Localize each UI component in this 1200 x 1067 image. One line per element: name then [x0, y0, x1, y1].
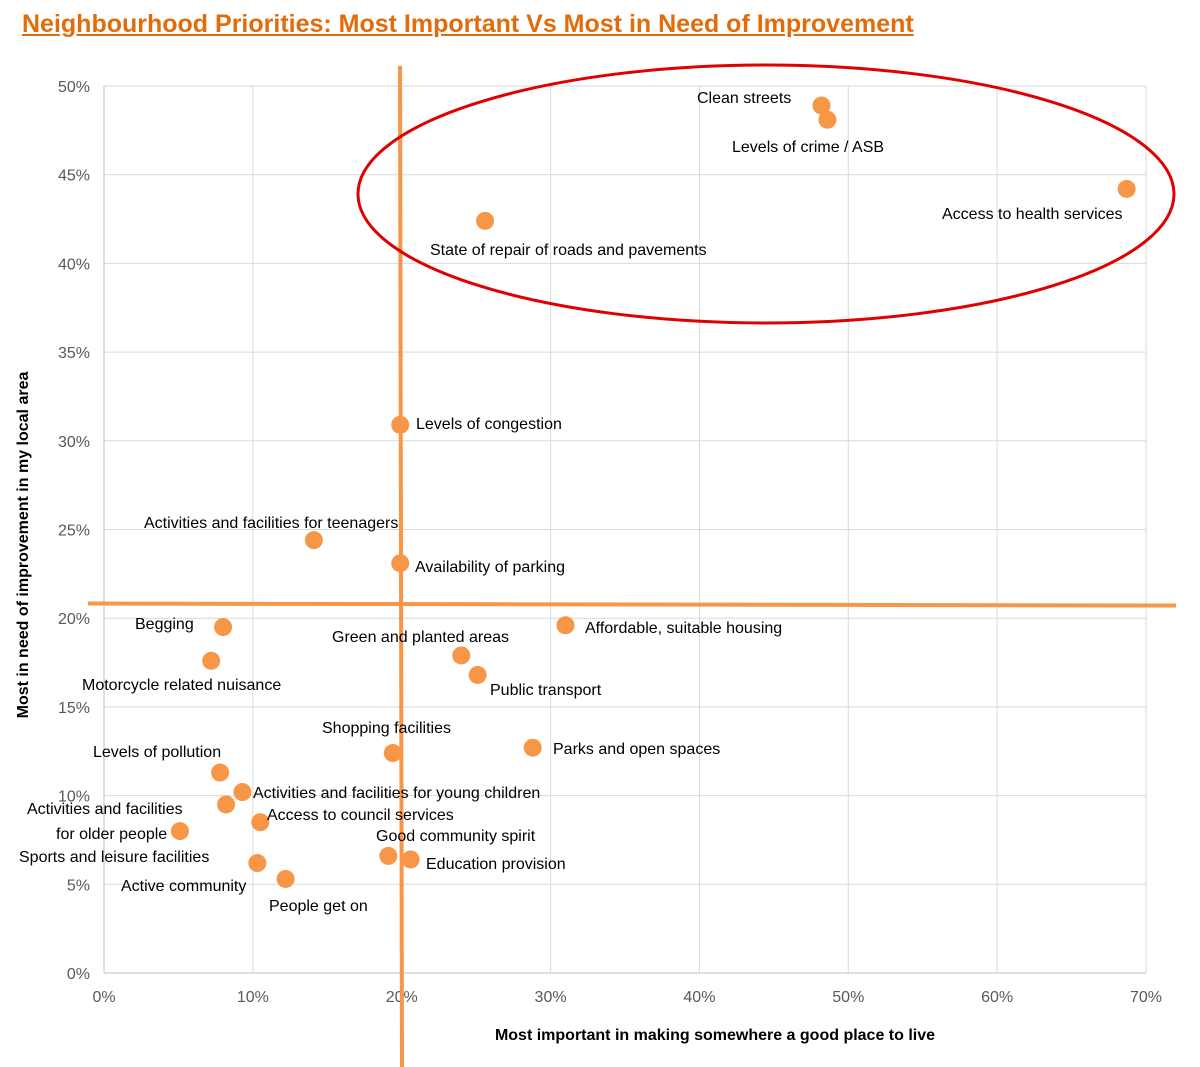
data-point: [556, 616, 575, 635]
x-tick-label: 70%: [1130, 989, 1162, 1006]
data-point: [170, 822, 189, 841]
y-tick-label: 30%: [58, 434, 90, 451]
data-point: [379, 846, 398, 865]
highlight-ellipse: [356, 63, 1176, 325]
data-point: [202, 651, 221, 670]
y-tick-label: 5%: [67, 877, 90, 894]
y-tick-label: 35%: [58, 345, 90, 362]
y-tick-label: 45%: [58, 168, 90, 185]
y-tick-label: 50%: [58, 79, 90, 96]
point-label: Access to council services: [267, 807, 454, 824]
x-tick-label: 50%: [832, 989, 864, 1006]
point-label: Levels of pollution: [93, 744, 221, 761]
data-point: [391, 415, 410, 434]
data-point: [812, 96, 831, 115]
point-label: State of repair of roads and pavements: [430, 242, 707, 259]
data-point: [452, 646, 471, 665]
data-point: [391, 554, 410, 573]
x-axis-title: Most important in making somewhere a goo…: [495, 1027, 935, 1044]
point-label: Begging: [135, 616, 194, 633]
data-point: [383, 744, 402, 763]
x-tick-label: 0%: [92, 989, 115, 1006]
point-label: Good community spirit: [376, 828, 536, 845]
point-label: Access to health services: [942, 206, 1123, 223]
data-point: [523, 738, 542, 757]
point-label: for older people: [56, 826, 167, 843]
data-point: [214, 618, 233, 637]
y-tick-label: 40%: [58, 256, 90, 273]
y-tick-label: 25%: [58, 523, 90, 540]
point-label: Clean streets: [697, 90, 791, 107]
y-tick-label: 15%: [58, 700, 90, 717]
point-label: Shopping facilities: [322, 720, 451, 737]
point-label: Affordable, suitable housing: [585, 620, 782, 637]
data-point: [304, 531, 323, 550]
x-tick-label: 10%: [237, 989, 269, 1006]
data-point: [248, 854, 267, 873]
point-label: Availability of parking: [415, 559, 565, 576]
data-point: [211, 763, 230, 782]
point-label: Parks and open spaces: [553, 741, 720, 758]
data-point: [468, 665, 487, 684]
x-tick-label: 30%: [535, 989, 567, 1006]
y-tick-label: 20%: [58, 611, 90, 628]
point-label: Levels of congestion: [416, 416, 562, 433]
point-label: Education provision: [426, 856, 566, 873]
point-label: Active community: [121, 878, 246, 895]
y-tick-label: 10%: [58, 789, 90, 806]
data-point: [233, 783, 252, 802]
data-point: [1117, 179, 1136, 198]
data-point: [476, 211, 495, 230]
x-tick-label: 60%: [981, 989, 1013, 1006]
point-label: Activities and facilities: [27, 801, 183, 818]
data-point: [401, 850, 420, 869]
point-label: Activities and facilities for teenagers: [144, 515, 398, 532]
data-point: [251, 813, 270, 832]
point-label: Public transport: [490, 682, 602, 699]
point-label: Motorcycle related nuisance: [82, 677, 281, 694]
data-point: [276, 869, 295, 888]
point-label: Sports and leisure facilities: [19, 849, 209, 866]
y-tick-label: 0%: [67, 966, 90, 983]
chart-title: Neighbourhood Priorities: Most Important…: [22, 10, 914, 38]
data-point: [818, 110, 837, 129]
y-axis-title: Most in need of improvement in my local …: [15, 372, 32, 719]
point-label: People get on: [269, 898, 368, 915]
point-label: Green and planted areas: [332, 629, 509, 646]
x-tick-label: 40%: [683, 989, 715, 1006]
point-label: Levels of crime / ASB: [732, 139, 884, 156]
horizontal-reference-line: [87, 601, 1177, 608]
data-point: [217, 795, 236, 814]
point-label: Activities and facilities for young chil…: [253, 785, 540, 802]
